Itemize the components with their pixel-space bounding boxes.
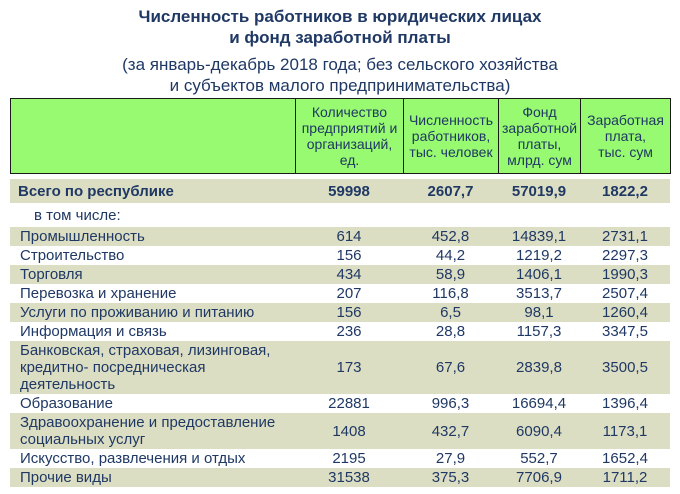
row-trade: Торговля 434 58,9 1406,1 1990,3 (10, 265, 670, 284)
value-cell: 3513,7 (516, 285, 562, 302)
table-body: Всего по республике 59998 2607,7 57019,9… (10, 179, 670, 487)
value-cell: 1406,1 (516, 266, 562, 283)
value-cell: 57019,9 (511, 182, 567, 200)
value-cell: 552,7 (520, 450, 558, 467)
value-cell: 16694,4 (511, 395, 567, 412)
row-construction: Строительство 156 44,2 1219,2 2297,3 (10, 246, 670, 265)
header-cell-wage-fund: Фонд заработной платы, млрд. сум (498, 98, 581, 174)
row-label: Искусство, развлечения и отдых (20, 450, 246, 467)
row-label: Всего по республике (18, 182, 174, 200)
row-label: Строительство (20, 247, 125, 264)
value-cell: 434 (336, 266, 362, 283)
row-education: Образование 22881 996,3 16694,4 1396,4 (10, 394, 670, 413)
value-cell: 28,8 (435, 323, 466, 340)
value-cell: 432,7 (431, 422, 470, 440)
value-cell: 996,3 (431, 395, 470, 412)
row-label: Промышленность (20, 228, 145, 245)
value-cell: 1652,4 (602, 450, 648, 467)
row-arts-entertainment-recreation: Искусство, развлечения и отдых 2195 27,9… (10, 449, 670, 468)
row-label: Услуги по проживанию и питанию (20, 304, 255, 321)
header-cell-employees: Численность работников, тыс. человек (403, 98, 499, 174)
value-cell-empty (498, 203, 580, 227)
page-subtitle-line2: и субъектов малого предпринимательства) (169, 76, 511, 95)
value-cell: 3347,5 (602, 323, 648, 340)
value-cell: 1157,3 (516, 323, 562, 340)
value-cell: 1260,4 (602, 304, 648, 321)
row-healthcare-social-services: Здравоохранение и предоставление социаль… (10, 413, 670, 449)
row-subheading: в том числе: (10, 203, 670, 227)
value-cell: 3500,5 (602, 359, 648, 376)
row-label: Информация и связь (20, 323, 167, 340)
value-cell: 31538 (328, 469, 370, 486)
table-header: Количество предприятий и организаций, ед… (10, 98, 671, 174)
row-accommodation-food-services: Услуги по проживанию и питанию 156 6,5 9… (10, 303, 670, 322)
value-cell: 1822,2 (602, 182, 648, 200)
value-cell: 14839,1 (511, 228, 567, 245)
value-cell: 98,1 (524, 304, 554, 321)
value-cell: 27,9 (435, 450, 466, 467)
value-cell: 1219,2 (516, 247, 562, 264)
row-label: Перевозка и хранение (20, 285, 177, 302)
value-cell-empty (403, 203, 498, 227)
value-cell: 2731,1 (602, 228, 648, 245)
row-industry: Промышленность 614 452,8 14839,1 2731,1 (10, 227, 670, 246)
value-cell: 58,9 (435, 266, 466, 283)
value-cell: 2195 (332, 450, 366, 467)
value-cell: 2839,8 (516, 359, 562, 376)
value-cell: 22881 (328, 395, 370, 412)
row-label: Образование (20, 395, 113, 412)
row-label: Торговля (20, 266, 83, 283)
value-cell: 116,8 (432, 285, 469, 302)
value-cell: 59998 (328, 182, 370, 200)
value-cell-empty (295, 203, 403, 227)
value-cell: 6090,4 (516, 422, 562, 440)
value-cell: 6,5 (440, 304, 461, 321)
row-label: Банковская, страховая, лизинговая, креди… (20, 342, 271, 393)
value-cell: 1408 (332, 422, 366, 440)
row-information-communication: Информация и связь 236 28,8 1157,3 3347,… (10, 322, 670, 341)
value-cell: 614 (336, 228, 362, 245)
value-cell: 173 (336, 359, 362, 376)
page-title-line1: Численность работников в юридических лиц… (138, 7, 542, 26)
value-cell: 2607,7 (427, 182, 474, 200)
value-cell-empty (580, 203, 670, 227)
value-cell: 156 (336, 247, 362, 264)
value-cell: 44,2 (435, 247, 466, 264)
value-cell: 156 (336, 304, 362, 321)
header-cell-salary: Заработная плата, тыс. сум (580, 98, 671, 174)
row-label: Здравоохранение и предоставление социаль… (20, 414, 276, 448)
subheading-label: в том числе: (34, 206, 121, 224)
value-cell: 2507,4 (602, 285, 648, 302)
row-transport-storage: Перевозка и хранение 207 116,8 3513,7 25… (10, 284, 670, 303)
row-total-republic: Всего по республике 59998 2607,7 57019,9… (10, 179, 670, 203)
header-cell-empty (10, 98, 296, 174)
value-cell: 452,8 (431, 228, 470, 245)
value-cell: 1990,3 (602, 266, 648, 283)
value-cell: 7706,9 (516, 469, 562, 486)
value-cell: 67,6 (435, 359, 466, 376)
value-cell: 236 (336, 323, 362, 340)
header-cell-enterprises: Количество предприятий и организаций, ед… (295, 98, 404, 174)
header-row: Количество предприятий и организаций, ед… (10, 98, 671, 174)
page-subtitle-line1: (за январь-декабрь 2018 года; без сельск… (122, 55, 558, 74)
page-title: Численность работников в юридических лиц… (0, 6, 680, 48)
value-cell: 1711,2 (602, 469, 648, 486)
value-cell: 207 (336, 285, 362, 302)
value-cell: 1173,1 (602, 422, 648, 440)
row-other-activities: Прочие виды 31538 375,3 7706,9 1711,2 (10, 468, 670, 487)
page-title-line2: и фонд заработной платы (229, 28, 451, 47)
value-cell: 375,3 (431, 469, 470, 486)
value-cell: 1396,4 (602, 395, 648, 412)
row-label: Прочие виды (20, 469, 112, 486)
row-banking-insurance-leasing: Банковская, страховая, лизинговая, креди… (10, 341, 670, 394)
page-subtitle: (за январь-декабрь 2018 года; без сельск… (0, 54, 680, 96)
value-cell: 2297,3 (602, 247, 648, 264)
